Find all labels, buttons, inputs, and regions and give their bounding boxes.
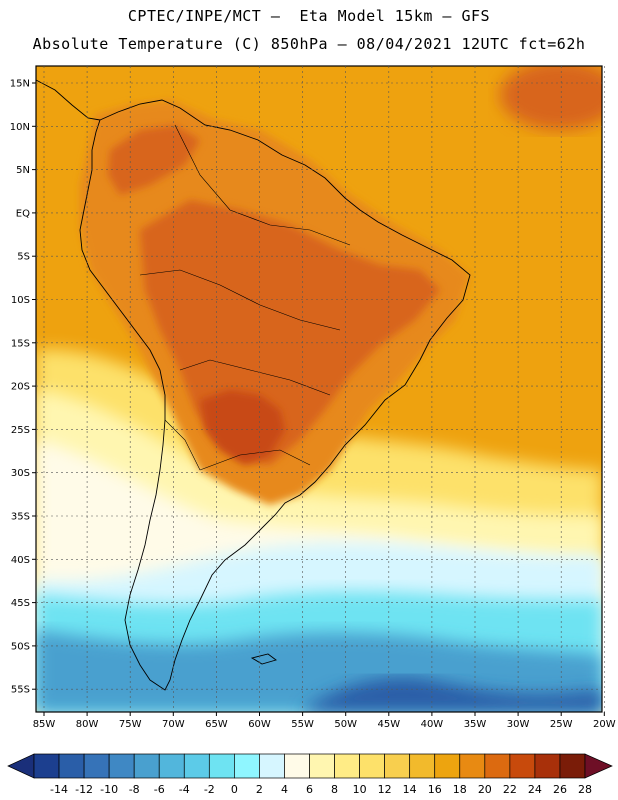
colorbar-swatch xyxy=(434,753,461,779)
colorbar-swatch xyxy=(409,753,436,779)
latitude-label: 15N xyxy=(10,79,30,90)
colorbar-label: -2 xyxy=(204,783,215,796)
longitude-label: 55W xyxy=(291,719,314,730)
longitude-label: 60W xyxy=(248,719,271,730)
longitude-label: 70W xyxy=(162,719,185,730)
colorbar-swatch xyxy=(534,753,561,779)
map-frame xyxy=(35,65,603,713)
colorbar-swatch xyxy=(183,753,210,779)
colorbar-label: 22 xyxy=(503,783,517,796)
field-continent-hottest xyxy=(200,390,285,465)
colorbar-label: 0 xyxy=(231,783,238,796)
temperature-colorbar xyxy=(7,753,613,779)
south-america-coastline xyxy=(79,99,471,691)
colorbar-swatch xyxy=(309,753,335,779)
latitude-label: 10N xyxy=(10,122,30,133)
colorbar-label: 8 xyxy=(331,783,338,796)
colorbar-swatch xyxy=(484,753,511,779)
colorbar-swatch xyxy=(284,753,310,779)
latitude-label: 30S xyxy=(11,468,30,479)
central-america-coastline xyxy=(35,79,101,121)
latitude-label: 5S xyxy=(17,252,30,263)
longitude-label: 80W xyxy=(76,719,99,730)
colorbar-swatch xyxy=(83,753,110,779)
colorbar-swatch xyxy=(33,753,60,779)
colorbar-swatch xyxy=(133,753,160,779)
field-northeast-warm xyxy=(500,66,602,130)
colorbar-label: -14 xyxy=(50,783,68,796)
colorbar-label: 12 xyxy=(378,783,392,796)
latitude-label: 10S xyxy=(11,295,30,306)
longitude-label: 25W xyxy=(550,719,573,730)
latitude-label: 5N xyxy=(16,165,30,176)
colorbar-swatch xyxy=(158,753,185,779)
colorbar-label: 6 xyxy=(306,783,313,796)
latitude-label: 40S xyxy=(11,555,30,566)
latitude-label: 15S xyxy=(11,338,30,349)
longitude-label: 35W xyxy=(464,719,487,730)
colorbar-label: -10 xyxy=(100,783,118,796)
colorbar-label: -12 xyxy=(75,783,93,796)
colorbar-label: 20 xyxy=(478,783,492,796)
map-title-line-2: Absolute Temperature (C) 850hPa – 08/04/… xyxy=(32,35,586,53)
temperature-field xyxy=(36,66,602,712)
colorbar-label: 14 xyxy=(403,783,417,796)
colorbar-swatch xyxy=(509,753,536,779)
colorbar-label: 18 xyxy=(453,783,467,796)
latitude-label: 50S xyxy=(11,641,30,652)
colorbar-label: 2 xyxy=(256,783,263,796)
colorbar-label: 28 xyxy=(578,783,592,796)
latitude-label: 20S xyxy=(11,382,30,393)
colorbar-label: -4 xyxy=(179,783,190,796)
colorbar-label: 10 xyxy=(353,783,367,796)
colorbar-swatch xyxy=(58,753,85,779)
colorbar-high-cap xyxy=(584,753,613,779)
longitude-label: 75W xyxy=(119,719,142,730)
colorbar-label: 4 xyxy=(281,783,288,796)
graticule xyxy=(32,66,605,716)
latitude-label: 25S xyxy=(11,425,30,436)
longitude-label: 40W xyxy=(421,719,444,730)
colorbar-swatch xyxy=(334,753,360,779)
colorbar-label: -6 xyxy=(154,783,165,796)
colorbar-label: 16 xyxy=(428,783,442,796)
longitude-label: 50W xyxy=(334,719,357,730)
longitude-labels: 85W 80W 75W 70W 65W 60W 55W 50W 45W 40W 35W 30W 25W 2… xyxy=(33,719,616,730)
field-north-andes-hot xyxy=(108,125,200,195)
colorbar-swatch xyxy=(559,753,586,779)
colorbar-swatch xyxy=(359,753,385,779)
field-band-deep-blue xyxy=(300,677,602,712)
colorbar-labels: -14 -12 -10 -8 -6 -4 -2 0 2 4 6 8 10 12 14 16 18 20 22 24 26… xyxy=(50,783,592,796)
colorbar-swatch xyxy=(108,753,135,779)
colorbar-label: -8 xyxy=(129,783,140,796)
colorbar-swatch xyxy=(384,753,411,779)
colorbar-label: 24 xyxy=(528,783,542,796)
longitude-label: 65W xyxy=(205,719,228,730)
map-title-line-1: CPTEC/INPE/MCT – Eta Model 15km – GFS xyxy=(127,7,491,25)
latitude-label: 35S xyxy=(11,512,30,523)
coastline-and-borders xyxy=(35,79,471,691)
longitude-label: 85W xyxy=(33,719,56,730)
colorbar-swatch xyxy=(234,753,260,779)
latitude-label: EQ xyxy=(16,208,30,219)
latitude-label: 55S xyxy=(11,685,30,696)
colorbar-swatch xyxy=(208,753,235,779)
latitude-labels: 15N 10N 5N EQ 5S 10S 15S 20S 25S 30S 35S 40S 45S 50S 5… xyxy=(10,79,30,696)
longitude-label: 20W xyxy=(593,719,616,730)
longitude-label: 45W xyxy=(377,719,400,730)
colorbar-swatch xyxy=(259,753,285,779)
colorbar-low-cap xyxy=(7,753,35,779)
falklands-outline xyxy=(250,653,277,665)
longitude-label: 30W xyxy=(507,719,530,730)
colorbar-swatch xyxy=(459,753,486,779)
colorbar-label: 26 xyxy=(553,783,567,796)
national-borders xyxy=(139,124,351,471)
latitude-label: 45S xyxy=(11,598,30,609)
